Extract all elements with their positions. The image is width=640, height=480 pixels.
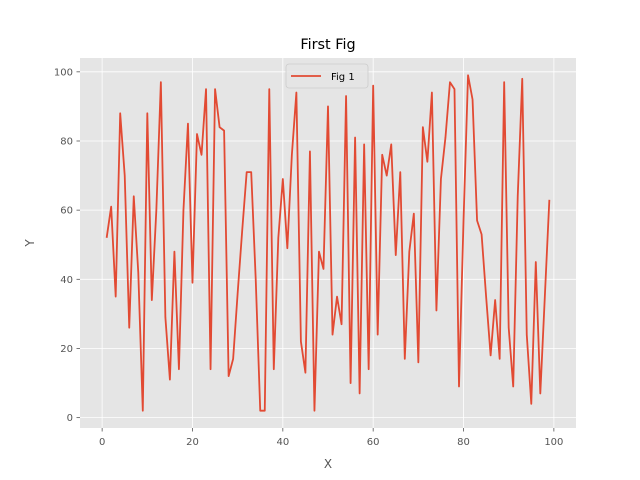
y-axis-label: Y bbox=[23, 239, 37, 248]
x-axis-label: X bbox=[324, 457, 332, 471]
y-tick-label: 100 bbox=[54, 67, 73, 78]
x-tick-label: 100 bbox=[544, 437, 563, 448]
legend: Fig 1 bbox=[285, 63, 369, 89]
y-tick-label: 0 bbox=[67, 413, 73, 424]
series-line-1 bbox=[105, 74, 551, 412]
x-tick-label: 20 bbox=[186, 437, 199, 448]
y-tick-label: 40 bbox=[60, 275, 73, 286]
series-layer bbox=[105, 74, 551, 412]
y-tick-label: 20 bbox=[60, 344, 73, 355]
y-tick-label: 80 bbox=[60, 136, 73, 147]
x-tick-label: 0 bbox=[99, 437, 105, 448]
legend-box bbox=[285, 63, 369, 89]
y-tick-label: 60 bbox=[60, 206, 73, 217]
axis-ticks: 0 20 40 60 80 100 0 20 40 60 80 100 bbox=[54, 67, 564, 448]
x-tick-label: 40 bbox=[276, 437, 289, 448]
chart-title: First Fig bbox=[300, 37, 355, 53]
legend-label: Fig 1 bbox=[331, 72, 355, 83]
x-tick-label: 80 bbox=[457, 437, 470, 448]
x-tick-label: 60 bbox=[367, 437, 380, 448]
